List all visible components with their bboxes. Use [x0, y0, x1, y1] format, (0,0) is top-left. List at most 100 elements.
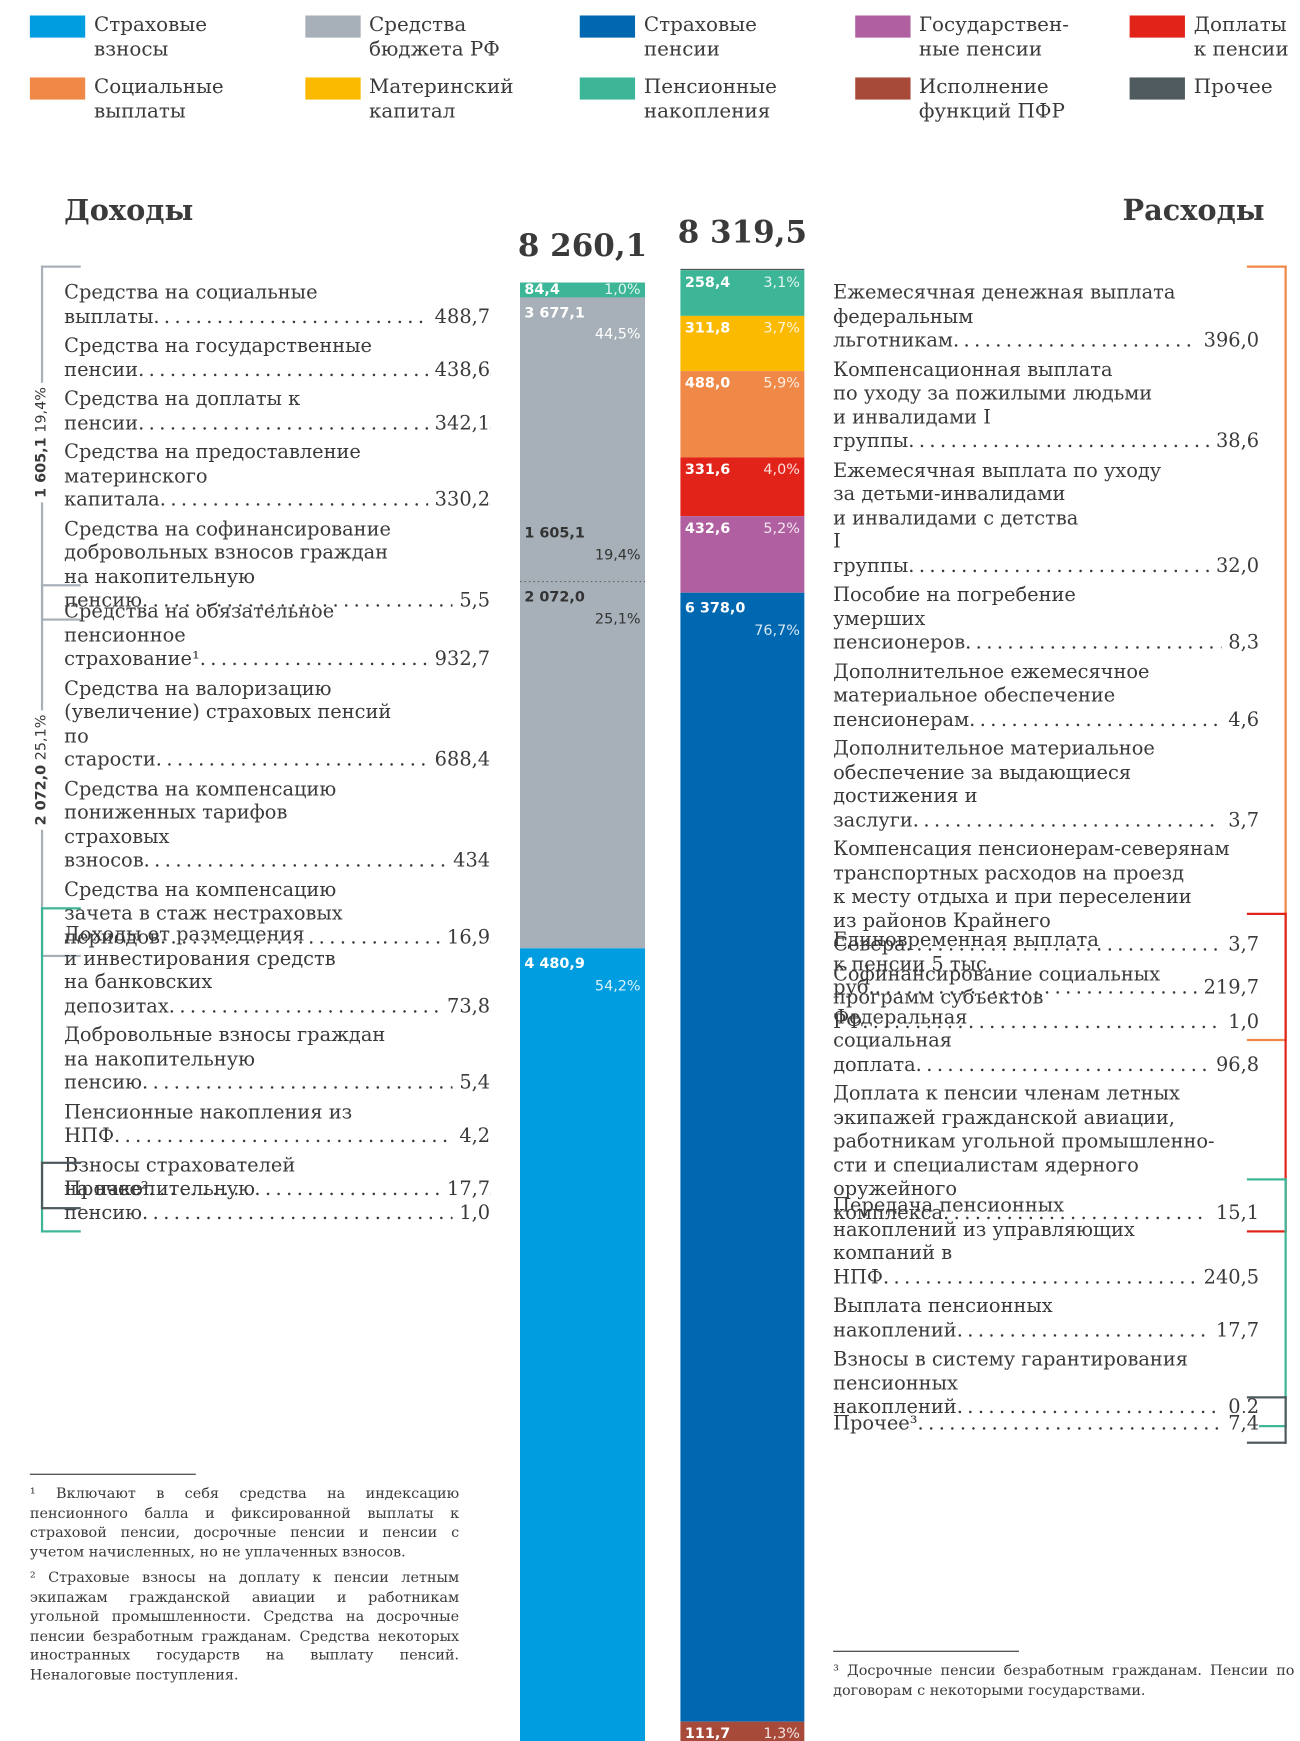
side-share: 25,1% [33, 713, 50, 760]
list-item: Выплата пенсионных накоплений17,7 [833, 1296, 1260, 1344]
item-label: Единовременная выплата к пенсии 5 тыс. р… [833, 929, 1259, 999]
group-bracket [1246, 912, 1287, 1233]
list-item: Средства на предоставление материнского … [64, 441, 491, 513]
segment-share: 1,0% [604, 282, 641, 298]
group-bracket [1246, 1178, 1287, 1428]
item-label: Взносы в систему гарантирования пенсионн… [833, 1349, 1259, 1419]
item-value: 17,7 [440, 1178, 491, 1203]
segment-share: 3,1% [763, 275, 800, 291]
item-label: Средства на предоставление материнского … [64, 441, 490, 511]
bar-segment [680, 1721, 805, 1741]
item-label: Средства на валоризацию (увеличение) стр… [64, 678, 490, 771]
list-item: Взносы в систему гарантирования пенсионн… [833, 1349, 1260, 1421]
item-value: 96,8 [1209, 1053, 1260, 1078]
legend-label: Страховые пенсии [643, 13, 757, 61]
item-label: Выплата пенсионных накоплений [833, 1296, 1259, 1342]
list-item: Дополнительное материальное обеспечение … [833, 738, 1260, 834]
legend-label: Пенсионные накопления [643, 75, 777, 123]
legend-swatch [854, 77, 910, 100]
segment-value: 432,6 [685, 521, 730, 537]
expenses-title: Расходы [1122, 194, 1265, 228]
item-value: 1,0 [1221, 1010, 1260, 1035]
list-item: Пенсионные накопления из НПФ4,2 [64, 1101, 491, 1149]
legend-label: Материнский капитал [368, 75, 514, 123]
list-item: Средства на государственные пенсии438,6 [64, 335, 491, 383]
legend-label: Социальные выплаты [94, 75, 224, 123]
bar-segment [519, 297, 646, 582]
legend-swatch [304, 15, 361, 38]
footnote-rule [29, 1473, 196, 1475]
side-label: 1 605,1 19,4% [33, 382, 50, 502]
item-label: Передача пенсионных накоплений из управл… [833, 1195, 1259, 1288]
segment-value: 258,4 [685, 275, 730, 291]
footnotes: ³ Досрочные пенсии безработным гражданам… [833, 1662, 1294, 1707]
item-value: 4,2 [452, 1125, 491, 1149]
footnotes: ¹ Включают в себя средства на индексацию… [30, 1485, 459, 1692]
item-value: 15,1 [1209, 1202, 1260, 1226]
segment-share: 1,3% [763, 1726, 800, 1741]
item-value: 438,6 [428, 359, 491, 383]
bar-total: 8 319,5 [678, 214, 807, 250]
item-value: 3,7 [1221, 809, 1260, 834]
item-label: Средства на социальные выплаты [64, 282, 490, 328]
segment-share: 54,2% [595, 978, 641, 994]
bar-segment [519, 948, 646, 1741]
legend-swatch [1129, 77, 1185, 100]
bar-segment [519, 581, 646, 949]
segment-value: 6 378,0 [685, 601, 745, 617]
item-label: Пособие на погребение умерших пенсионеро… [833, 584, 1259, 654]
bar-segment [680, 268, 805, 271]
segment-share: 3,7% [763, 320, 800, 336]
segment-value: 4 480,9 [524, 956, 584, 972]
legend-label: Средства бюджета РФ [368, 13, 500, 61]
item-label: Средства на софинансирование добровольны… [64, 518, 490, 611]
list-group: Прочее³7,4 [833, 1412, 1260, 1442]
item-label: Ежемесячная выплата по уходу за детьми-и… [833, 460, 1259, 577]
list-item: Доплата к пенсии членам летных экипажей … [833, 1083, 1260, 1226]
list-item: Добровольные взносы граждан на накопител… [64, 1025, 491, 1096]
list-item: Доходы от размещения и инвестирования ср… [64, 924, 491, 1019]
legend-label: Государствен- ные пенсии [918, 13, 1069, 61]
item-label: Федеральная социальная доплата [833, 1006, 1259, 1076]
bar-segment [680, 592, 805, 1722]
item-value: 5,4 [452, 1072, 491, 1096]
legend-label: Исполнение функций ПФР [918, 75, 1065, 123]
segment-value: 311,8 [685, 320, 730, 336]
bar-segment [680, 371, 805, 458]
item-value: 330,2 [428, 489, 491, 513]
side-value: 2 072,0 [33, 764, 50, 825]
item-value: 5,5 [452, 589, 491, 614]
item-value: 396,0 [1196, 329, 1260, 354]
item-label: Средства на государственные пенсии [64, 335, 490, 381]
legend-swatch [579, 15, 636, 38]
item-value: 16,9 [440, 926, 491, 951]
list-item: Средства на валоризацию (увеличение) стр… [64, 678, 491, 773]
bar-total: 8 260,1 [518, 228, 647, 264]
item-label: Средства на обязательное пенсионное стра… [64, 601, 490, 671]
segment-share: 4,0% [763, 462, 800, 478]
item-label: Средства на компенсацию пониженных тариф… [64, 778, 490, 871]
item-value: 434 [446, 849, 491, 874]
list-item: Софинансирование социальных программ суб… [833, 963, 1260, 1035]
list-item: Средства на компенсацию зачета в стаж не… [64, 879, 491, 951]
list-item: Средства на доплаты к пенсии342,1 [64, 388, 491, 436]
list-item: Средства на обязательное пенсионное стра… [64, 601, 491, 673]
group-bracket [1246, 265, 1287, 1042]
item-value: 4,6 [1221, 708, 1260, 733]
item-label: Прочее² [64, 1178, 490, 1200]
item-value: 342,1 [428, 412, 491, 436]
item-value: 240,5 [1196, 1266, 1260, 1291]
item-value: 3,7 [1221, 933, 1260, 958]
group-bracket [40, 1161, 81, 1210]
item-label: Компенсационная выплата по уходу за пожи… [833, 359, 1259, 452]
legend-swatch [854, 15, 910, 38]
list-item: Передача пенсионных накоплений из управл… [833, 1195, 1260, 1291]
footnote-rule [833, 1650, 1019, 1652]
income-title: Доходы [64, 194, 194, 228]
bar-segment [680, 270, 805, 316]
segment-share: 25,1% [595, 612, 641, 628]
item-value: 73,8 [440, 995, 491, 1019]
footnote: ¹ Включают в себя средства на индексацию… [29, 1485, 460, 1561]
